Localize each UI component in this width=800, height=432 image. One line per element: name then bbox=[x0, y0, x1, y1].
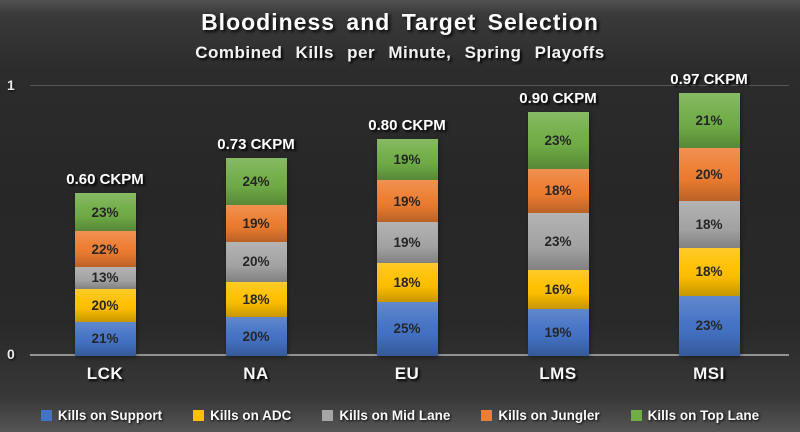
segment-percent-label: 18% bbox=[242, 291, 270, 307]
segment-msi-kills-on-support: 23% bbox=[678, 295, 740, 356]
total-label-lms: 0.90 CKPM bbox=[519, 90, 597, 108]
total-label-na: 0.73 CKPM bbox=[217, 136, 295, 154]
total-label-lck: 0.60 CKPM bbox=[66, 171, 144, 189]
category-label-lck: LCK bbox=[86, 364, 124, 383]
segment-percent-label: 23% bbox=[544, 233, 572, 249]
bar-lms: 19% 16% 23% 18% 23% bbox=[527, 112, 589, 356]
category-label-na: NA bbox=[243, 364, 269, 383]
segment-eu-kills-on-top-lane: 19% bbox=[376, 139, 438, 181]
bar-msi: 23% 18% 18% 20% 21% bbox=[678, 93, 740, 356]
page-title: Bloodiness and Target Selection bbox=[201, 9, 599, 35]
gridline-y1 bbox=[30, 85, 789, 86]
legend-swatch-icon bbox=[481, 410, 493, 421]
segment-lck-kills-on-adc: 20% bbox=[74, 288, 136, 322]
category-label-eu: EU bbox=[394, 364, 420, 383]
legend-swatch-icon bbox=[40, 410, 52, 421]
segment-percent-label: 13% bbox=[91, 270, 119, 286]
segment-percent-label: 20% bbox=[242, 328, 270, 344]
segment-percent-label: 16% bbox=[544, 281, 572, 297]
segment-percent-label: 18% bbox=[695, 264, 723, 280]
segment-eu-kills-on-support: 25% bbox=[376, 301, 438, 356]
segment-percent-label: 21% bbox=[91, 331, 119, 347]
segment-lms-kills-on-adc: 16% bbox=[527, 269, 589, 310]
segment-percent-label: 24% bbox=[242, 174, 270, 190]
legend-label-kills-on-adc: Kills on ADC bbox=[210, 408, 292, 423]
segment-eu-kills-on-jungler: 19% bbox=[376, 180, 438, 222]
segment-eu-kills-on-adc: 18% bbox=[376, 262, 438, 302]
bar-na: 20% 18% 20% 19% 24% bbox=[225, 158, 287, 356]
segment-msi-kills-on-jungler: 20% bbox=[678, 148, 740, 201]
legend-swatch-icon bbox=[193, 410, 205, 421]
bar-eu: 25% 18% 19% 19% 19% bbox=[376, 139, 438, 356]
segment-lms-kills-on-support: 19% bbox=[527, 309, 589, 356]
segment-percent-label: 18% bbox=[393, 274, 421, 290]
segment-percent-label: 23% bbox=[91, 204, 119, 220]
y-tick-label-0: 0 bbox=[7, 346, 15, 362]
legend: Kills on Support Kills on ADC Kills on Mid… bbox=[0, 408, 800, 423]
segment-percent-label: 23% bbox=[695, 318, 723, 334]
segment-lck-kills-on-top-lane: 23% bbox=[74, 193, 136, 232]
segment-percent-label: 23% bbox=[544, 132, 572, 148]
segment-eu-kills-on-mid-lane: 19% bbox=[376, 221, 438, 263]
chart-subtitle: Combined Kills per Minute, Spring Playof… bbox=[195, 43, 605, 62]
segment-percent-label: 18% bbox=[544, 183, 572, 199]
segment-percent-label: 19% bbox=[544, 325, 572, 341]
y-tick-label-1: 1 bbox=[7, 77, 15, 93]
segment-percent-label: 20% bbox=[242, 254, 270, 270]
segment-percent-label: 20% bbox=[695, 167, 723, 183]
segment-percent-label: 19% bbox=[242, 216, 270, 232]
legend-label-kills-on-mid-lane: Kills on Mid Lane bbox=[339, 408, 451, 423]
segment-percent-label: 20% bbox=[91, 297, 119, 313]
segment-percent-label: 25% bbox=[393, 321, 421, 337]
segment-lms-kills-on-top-lane: 23% bbox=[527, 112, 589, 169]
segment-msi-kills-on-adc: 18% bbox=[678, 248, 740, 296]
legend-label-kills-on-top-lane: Kills on Top Lane bbox=[647, 408, 760, 423]
segment-na-kills-on-adc: 18% bbox=[225, 281, 287, 317]
category-label-msi: MSI bbox=[693, 364, 725, 383]
total-label-msi: 0.97 CKPM bbox=[670, 71, 748, 89]
legend-swatch-icon bbox=[322, 410, 334, 421]
segment-na-kills-on-support: 20% bbox=[225, 316, 287, 356]
segment-lms-kills-on-mid-lane: 23% bbox=[527, 213, 589, 270]
legend-item-kills-on-top-lane: Kills on Top Lane bbox=[630, 408, 760, 423]
segment-percent-label: 18% bbox=[695, 217, 723, 233]
segment-na-kills-on-top-lane: 24% bbox=[225, 158, 287, 206]
segment-percent-label: 19% bbox=[393, 193, 421, 209]
legend-item-kills-on-jungler: Kills on Jungler bbox=[481, 408, 600, 423]
segment-msi-kills-on-mid-lane: 18% bbox=[678, 200, 740, 249]
legend-label-kills-on-jungler: Kills on Jungler bbox=[498, 408, 600, 423]
segment-lms-kills-on-jungler: 18% bbox=[527, 168, 589, 214]
bar-lck: 21% 20% 13% 22% 23% bbox=[74, 193, 136, 356]
segment-na-kills-on-jungler: 19% bbox=[225, 205, 287, 243]
legend-item-kills-on-mid-lane: Kills on Mid Lane bbox=[322, 408, 450, 423]
legend-swatch-icon bbox=[630, 410, 642, 421]
segment-percent-label: 19% bbox=[393, 152, 421, 168]
segment-percent-label: 19% bbox=[393, 234, 421, 250]
segment-lck-kills-on-jungler: 22% bbox=[74, 231, 136, 268]
legend-item-kills-on-adc: Kills on ADC bbox=[193, 408, 291, 423]
legend-label-kills-on-support: Kills on Support bbox=[57, 408, 163, 423]
total-label-eu: 0.80 CKPM bbox=[368, 117, 446, 135]
category-label-lms: LMS bbox=[539, 364, 577, 383]
segment-na-kills-on-mid-lane: 20% bbox=[225, 242, 287, 282]
segment-lck-kills-on-mid-lane: 13% bbox=[74, 267, 136, 289]
legend-item-kills-on-support: Kills on Support bbox=[40, 408, 163, 423]
segment-percent-label: 21% bbox=[695, 113, 723, 129]
segment-percent-label: 22% bbox=[91, 241, 119, 257]
segment-lck-kills-on-support: 21% bbox=[74, 321, 136, 356]
segment-msi-kills-on-top-lane: 21% bbox=[678, 93, 740, 149]
